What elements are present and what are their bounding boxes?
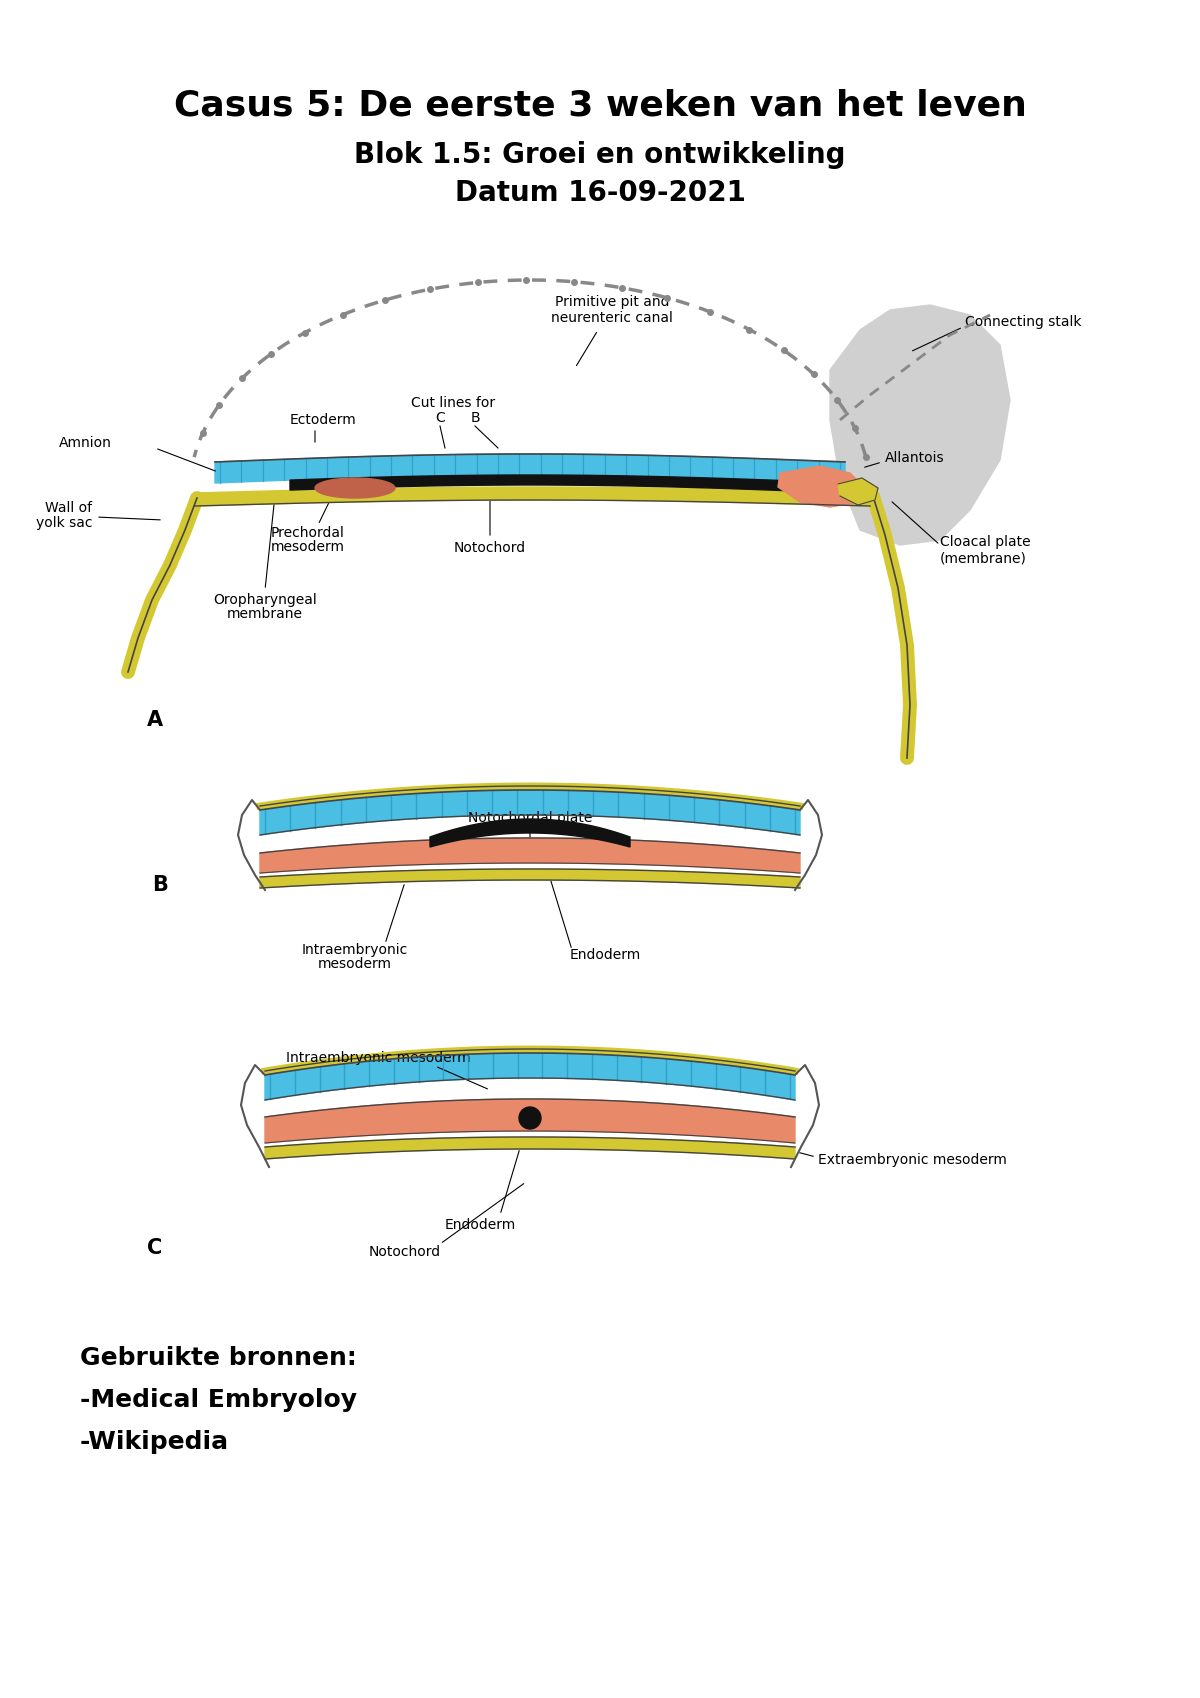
Text: membrane: membrane: [227, 606, 302, 621]
Text: Connecting stalk: Connecting stalk: [965, 316, 1081, 329]
Text: C: C: [148, 1238, 163, 1258]
Polygon shape: [260, 839, 800, 873]
Text: Prechordal: Prechordal: [271, 526, 344, 540]
Polygon shape: [778, 465, 865, 508]
Text: Amnion: Amnion: [59, 436, 112, 450]
Polygon shape: [260, 790, 800, 835]
Polygon shape: [838, 479, 878, 504]
Polygon shape: [290, 475, 845, 492]
Text: Oropharyngeal: Oropharyngeal: [214, 593, 317, 606]
Text: Wall of: Wall of: [44, 501, 92, 514]
Text: Cloacal plate: Cloacal plate: [940, 535, 1031, 548]
Text: yolk sac: yolk sac: [36, 516, 92, 530]
Circle shape: [520, 1107, 541, 1129]
Text: Extraembryonic mesoderm: Extraembryonic mesoderm: [818, 1153, 1007, 1167]
Polygon shape: [430, 818, 630, 847]
Text: Notochordal plate: Notochordal plate: [468, 812, 592, 825]
Text: Blok 1.5: Groei en ontwikkeling: Blok 1.5: Groei en ontwikkeling: [354, 141, 846, 170]
Text: mesoderm: mesoderm: [271, 540, 346, 554]
Text: Cut lines for: Cut lines for: [410, 396, 496, 409]
Text: Notochord: Notochord: [454, 542, 526, 555]
Text: B: B: [470, 411, 480, 424]
Polygon shape: [215, 453, 845, 482]
Text: -Wikipedia: -Wikipedia: [80, 1430, 229, 1453]
Text: Ectoderm: Ectoderm: [290, 413, 356, 426]
Text: Gebruikte bronnen:: Gebruikte bronnen:: [80, 1347, 356, 1370]
Text: Endoderm: Endoderm: [444, 1217, 516, 1233]
Text: mesoderm: mesoderm: [318, 958, 392, 971]
Text: C: C: [436, 411, 445, 424]
Polygon shape: [194, 487, 870, 506]
Polygon shape: [265, 1138, 796, 1160]
Text: B: B: [152, 874, 168, 895]
Text: (membrane): (membrane): [940, 550, 1027, 565]
Text: Intraembryonic: Intraembryonic: [302, 942, 408, 958]
Text: Casus 5: De eerste 3 weken van het leven: Casus 5: De eerste 3 weken van het leven: [174, 88, 1026, 122]
Text: Intraembryonic mesoderm: Intraembryonic mesoderm: [286, 1051, 470, 1065]
Polygon shape: [265, 1099, 796, 1143]
Polygon shape: [830, 306, 1010, 545]
Text: Primitive pit and
neurenteric canal: Primitive pit and neurenteric canal: [551, 295, 673, 324]
Text: -Medical Embryoloy: -Medical Embryoloy: [80, 1387, 358, 1413]
Ellipse shape: [314, 479, 395, 498]
Text: Notochord: Notochord: [368, 1245, 442, 1258]
Text: Allantois: Allantois: [886, 452, 944, 465]
Polygon shape: [265, 1053, 796, 1100]
Text: Datum 16-09-2021: Datum 16-09-2021: [455, 178, 745, 207]
Polygon shape: [260, 869, 800, 888]
Text: A: A: [146, 710, 163, 730]
Text: Endoderm: Endoderm: [570, 947, 641, 963]
